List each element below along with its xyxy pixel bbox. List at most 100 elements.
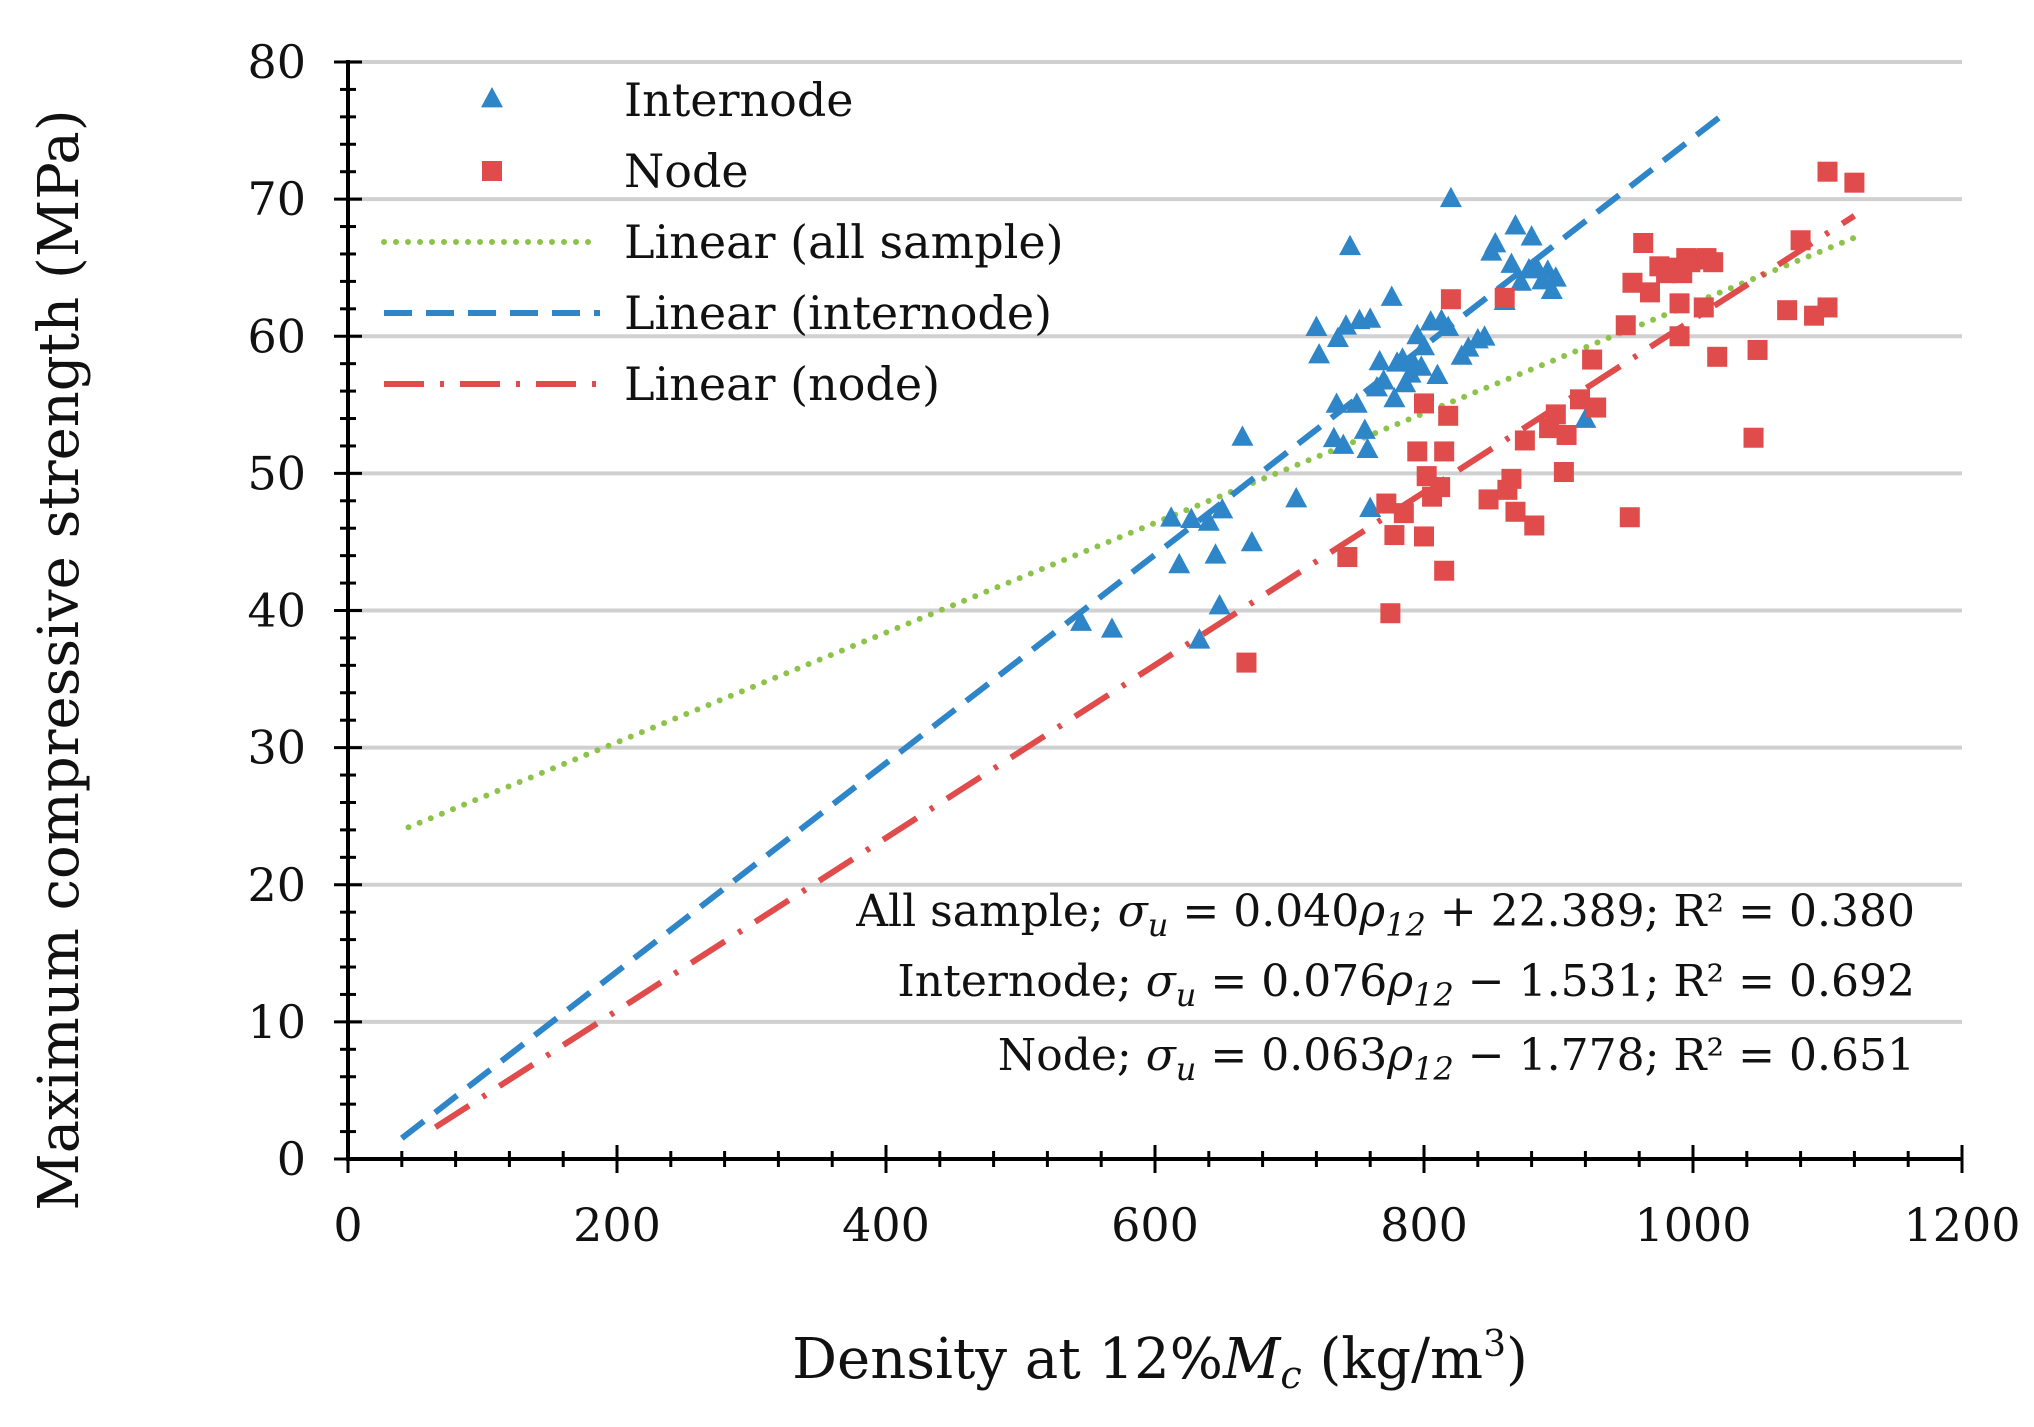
- trendlines: [399, 109, 1858, 1141]
- data-point-internode: [1359, 496, 1382, 518]
- data-point-internode: [1399, 362, 1422, 383]
- y-axis-title: Maximum compressive strength (MPa): [27, 109, 92, 1210]
- data-point-node: [1414, 393, 1434, 414]
- data-point-node: [1817, 297, 1838, 318]
- data-point-internode: [1368, 349, 1391, 371]
- x-tick-label: 0: [333, 1198, 362, 1252]
- data-point-internode: [1372, 369, 1395, 390]
- legend-label: Node: [624, 144, 749, 198]
- data-point-internode: [1070, 610, 1093, 631]
- data-point-internode: [1383, 386, 1406, 408]
- data-point-node: [1622, 272, 1643, 293]
- data-point-node: [1639, 282, 1660, 303]
- data-point-internode: [1197, 510, 1220, 531]
- legend-label: Linear (internode): [624, 286, 1052, 340]
- data-point-node: [1669, 293, 1690, 314]
- axes: [334, 60, 1964, 1173]
- trendline-dashed: [399, 109, 1729, 1141]
- data-point-internode: [1500, 252, 1523, 273]
- data-points: [1070, 161, 1865, 673]
- data-point-internode: [1484, 232, 1507, 253]
- data-point-node: [1743, 427, 1764, 448]
- y-tick-label: 80: [247, 35, 306, 89]
- data-point-node: [1693, 297, 1714, 318]
- x-tick-label: 1000: [1634, 1198, 1751, 1252]
- data-point-node: [1570, 389, 1591, 410]
- data-point-node: [1478, 489, 1499, 510]
- data-point-node: [1434, 441, 1455, 462]
- y-tick-label: 60: [247, 309, 306, 363]
- data-point-internode: [1473, 325, 1496, 346]
- data-point-internode: [1540, 278, 1563, 299]
- data-point-internode: [1504, 214, 1527, 235]
- data-point-internode: [1413, 334, 1435, 356]
- regression-equation: All sample; σu = 0.040ρ12 + 22.389; R² =…: [855, 886, 1915, 944]
- regression-equation: Internode; σu = 0.076ρ12 − 1.531; R² = 0…: [897, 956, 1915, 1014]
- data-point-node: [1514, 430, 1535, 451]
- y-tick-label: 40: [247, 584, 306, 638]
- data-point-node: [1440, 289, 1461, 310]
- data-point-node: [1747, 339, 1768, 360]
- data-point-node: [1430, 477, 1451, 498]
- data-point-internode: [1334, 314, 1357, 335]
- gridlines: [348, 60, 1962, 1024]
- trendline-dotted: [405, 234, 1858, 831]
- regression-equation: Node; σu = 0.063ρ12 − 1.778; R² = 0.651: [998, 1030, 1915, 1088]
- data-point-internode: [1426, 363, 1449, 384]
- y-tick-label: 70: [247, 172, 306, 226]
- data-point-internode: [1339, 234, 1362, 256]
- data-point-node: [1707, 346, 1728, 367]
- data-point-internode: [1100, 617, 1123, 638]
- data-point-node: [1817, 161, 1838, 182]
- y-tick-label: 50: [247, 446, 306, 500]
- x-tick-label: 800: [1380, 1198, 1468, 1252]
- data-point-node: [1844, 172, 1865, 193]
- legend-marker-square: [482, 161, 502, 181]
- data-point-internode: [1208, 594, 1231, 615]
- data-point-internode: [1160, 506, 1183, 527]
- data-point-internode: [1326, 326, 1349, 347]
- x-tick-label: 600: [1111, 1198, 1199, 1252]
- data-point-node: [1619, 507, 1640, 528]
- data-point-node: [1703, 252, 1724, 273]
- data-point-internode: [1285, 487, 1308, 508]
- data-point-node: [1376, 493, 1397, 514]
- data-point-internode: [1305, 315, 1328, 337]
- data-point-internode: [1240, 530, 1263, 552]
- data-point-internode: [1574, 407, 1597, 428]
- y-tick-label: 20: [247, 858, 306, 912]
- data-point-node: [1494, 287, 1515, 308]
- data-point-node: [1505, 501, 1526, 522]
- x-tick-label: 1200: [1903, 1198, 2020, 1252]
- legend-label: Linear (all sample): [624, 215, 1064, 269]
- data-point-internode: [1544, 266, 1567, 287]
- data-point-node: [1393, 503, 1414, 524]
- data-point-internode: [1308, 343, 1331, 364]
- data-point-node: [1384, 525, 1405, 546]
- data-point-internode: [1332, 433, 1355, 454]
- y-tick-label: 0: [277, 1132, 306, 1186]
- legend-marker-triangle: [481, 87, 503, 108]
- data-point-internode: [1353, 418, 1376, 439]
- data-point-node: [1524, 515, 1545, 536]
- data-point-internode: [1345, 392, 1368, 413]
- trendline-dash-dot: [433, 213, 1857, 1130]
- data-point-node: [1236, 652, 1257, 673]
- data-point-node: [1501, 468, 1522, 489]
- data-point-node: [1545, 404, 1566, 425]
- data-point-node: [1586, 397, 1607, 418]
- data-point-node: [1380, 603, 1401, 624]
- data-point-node: [1553, 462, 1574, 483]
- data-point-internode: [1188, 628, 1211, 649]
- data-point-internode: [1380, 285, 1403, 306]
- data-point-internode: [1204, 543, 1227, 564]
- data-point-node: [1777, 300, 1798, 321]
- data-point-internode: [1211, 498, 1234, 519]
- data-point-internode: [1325, 392, 1348, 413]
- legend-label: Linear (node): [624, 357, 940, 411]
- data-point-internode: [1509, 270, 1532, 291]
- data-point-internode: [1359, 307, 1382, 328]
- y-tick-label: 30: [247, 721, 306, 775]
- data-point-node: [1669, 326, 1690, 347]
